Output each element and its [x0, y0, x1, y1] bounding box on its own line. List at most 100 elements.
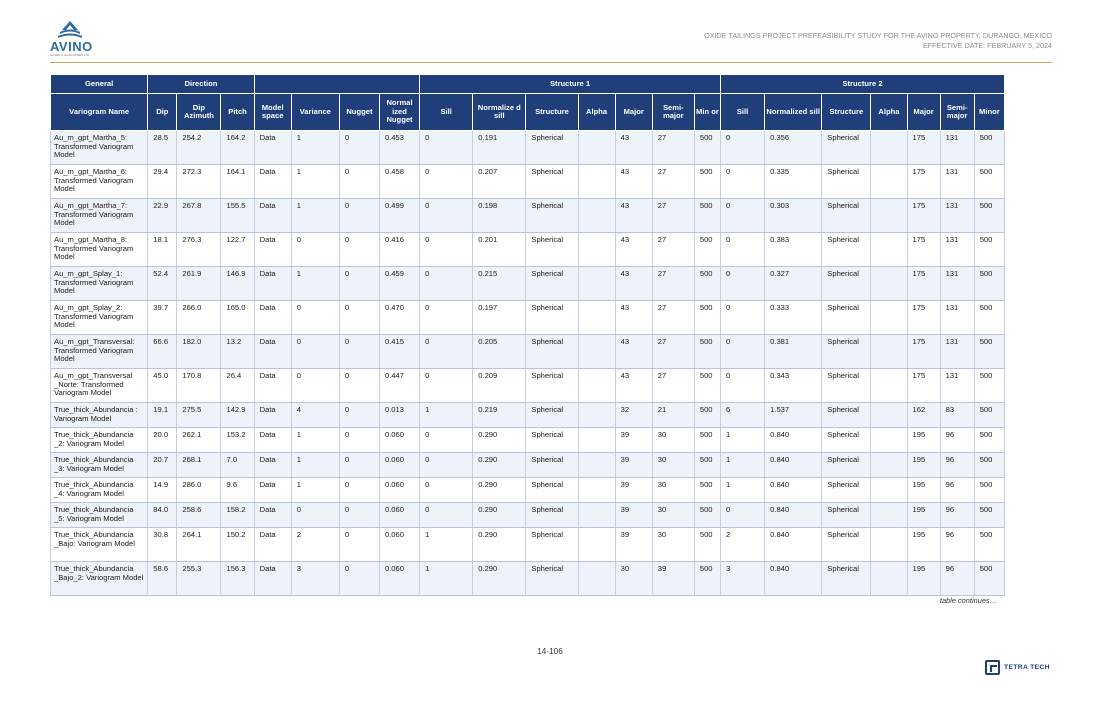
column-header: Major — [906, 93, 941, 131]
table-cell: 175 — [906, 266, 941, 301]
table-cell: 0 — [338, 452, 380, 478]
table-cell: Data — [253, 368, 292, 403]
column-header: Semi- major — [651, 93, 695, 131]
table-cell: 131 — [939, 164, 975, 199]
table-cell: 0.013 — [378, 402, 421, 428]
table-cell: 255.3 — [176, 561, 222, 596]
table-cell: 286.0 — [176, 477, 222, 503]
table-cell: 131 — [939, 198, 975, 233]
table-cell: 0.060 — [378, 502, 421, 528]
table-cell: Spherical — [525, 527, 579, 562]
table-cell — [577, 402, 616, 428]
table-cell: 0.290 — [472, 427, 527, 453]
table-cell: 164.2 — [220, 130, 255, 165]
tetra-tech-icon — [985, 660, 1000, 675]
column-header: Dip — [147, 93, 178, 131]
table-cell — [870, 130, 908, 165]
table-cell: 0 — [338, 427, 380, 453]
table-cell: 264.1 — [176, 527, 222, 562]
table-cell: 96 — [939, 502, 975, 528]
table-cell: 500 — [693, 368, 722, 403]
table-cell: 20.0 — [147, 427, 178, 453]
table-cell: 0.415 — [378, 334, 421, 369]
table-cell: Spherical — [525, 266, 579, 301]
table-cell: Spherical — [525, 334, 579, 369]
table-cell: 96 — [939, 477, 975, 503]
table-cell: Data — [253, 527, 292, 562]
tetra-tech-logo: TETRA TECH — [985, 660, 1055, 678]
column-header: Alpha — [577, 93, 616, 131]
variogram-name-cell: True_thick_Abundancia _Bajo_2: Variogram… — [49, 561, 149, 596]
table-cell: Spherical — [821, 334, 872, 369]
table-cell: Spherical — [821, 402, 872, 428]
table-cell: 66.6 — [147, 334, 178, 369]
table-cell: 0 — [338, 334, 380, 369]
table-cell — [577, 368, 616, 403]
table-cell: 500 — [693, 402, 722, 428]
table-row: Au_m_gpt_Martha_7: Transformed Variogram… — [49, 198, 1006, 233]
table-cell: 1 — [719, 452, 766, 478]
logo-subtitle: SILVER & GOLD MINES LTD. — [50, 53, 91, 57]
table-cell: 156.3 — [220, 561, 255, 596]
table-cell: 96 — [939, 452, 975, 478]
table-cell: Spherical — [821, 266, 872, 301]
table-cell: 0.335 — [764, 164, 823, 199]
table-cell: 0 — [338, 198, 380, 233]
table-cell: Data — [253, 477, 292, 503]
table-cell: 131 — [939, 130, 975, 165]
table-cell: 27 — [651, 300, 695, 335]
table-cell: 0.356 — [764, 130, 823, 165]
table-cell: 0.447 — [378, 368, 421, 403]
table-cell: 0 — [719, 502, 766, 528]
table-cell: Data — [253, 164, 292, 199]
table-cell: Data — [253, 452, 292, 478]
table-cell: 272.3 — [176, 164, 222, 199]
column-header: Sill — [419, 93, 474, 131]
variogram-name-cell: True_thick_Abundancia _5: Variogram Mode… — [49, 502, 149, 528]
table-cell: Spherical — [525, 477, 579, 503]
table-cell — [870, 300, 908, 335]
table-cell: 0 — [719, 300, 766, 335]
table-cell: 1 — [290, 477, 340, 503]
table-cell: 2 — [290, 527, 340, 562]
table-cell: 1 — [290, 198, 340, 233]
table-cell: 0 — [419, 232, 474, 267]
table-cell: 0 — [338, 164, 380, 199]
table-cell: 0.207 — [472, 164, 527, 199]
table-cell: 0 — [338, 130, 380, 165]
table-cell: Data — [253, 502, 292, 528]
table-cell: 43 — [614, 232, 653, 267]
table-cell: Spherical — [525, 452, 579, 478]
table-cell: 500 — [973, 561, 1006, 596]
table-cell: Data — [253, 427, 292, 453]
table-row: Au_m_gpt_Martha_5: Transformed Variogram… — [49, 130, 1006, 165]
table-cell: 0 — [290, 334, 340, 369]
tetra-tech-wordmark: TETRA TECH — [1004, 664, 1050, 671]
table-cell: 268.1 — [176, 452, 222, 478]
table-cell: 43 — [614, 266, 653, 301]
variogram-name-cell: Au_m_gpt_Splay_1: Transformed Variogram … — [49, 266, 149, 301]
table-cell: 195 — [906, 477, 941, 503]
table-cell: 39 — [651, 561, 695, 596]
table-cell: Spherical — [821, 477, 872, 503]
table-cell: 0 — [719, 164, 766, 199]
table-cell — [870, 368, 908, 403]
table-cell: 500 — [693, 527, 722, 562]
column-header: Minor — [973, 93, 1006, 131]
table-cell: Data — [253, 561, 292, 596]
table-cell: 500 — [693, 232, 722, 267]
table-cell: Spherical — [525, 164, 579, 199]
table-cell: 267.8 — [176, 198, 222, 233]
table-cell — [870, 561, 908, 596]
table-cell: 0.209 — [472, 368, 527, 403]
column-header: Variance — [290, 93, 340, 131]
table-cell: 7.0 — [220, 452, 255, 478]
table-cell: 0.060 — [378, 527, 421, 562]
table-cell — [870, 402, 908, 428]
table-cell: Spherical — [821, 164, 872, 199]
table-cell: 39 — [614, 427, 653, 453]
table-cell: 500 — [973, 452, 1006, 478]
table-cell: Spherical — [821, 452, 872, 478]
table-cell: 0 — [419, 164, 474, 199]
table-cell — [577, 561, 616, 596]
